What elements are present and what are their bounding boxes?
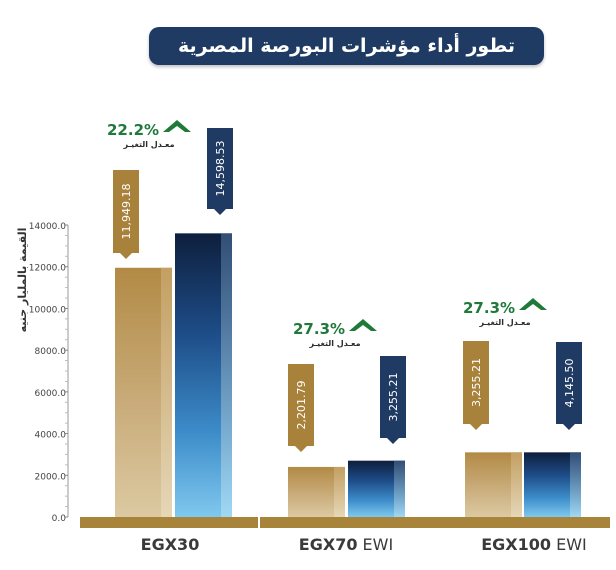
change-egx30-up-arrow-icon (163, 120, 191, 132)
label-egx30-prev-tag (113, 170, 139, 259)
label-egx30-curr: 14,598.53 (214, 141, 227, 197)
bar-egx30-curr-highlight (221, 233, 232, 518)
change-egx100-value: 27.3% (463, 299, 515, 317)
y-tick-label: 0.0 (52, 514, 67, 524)
y-tick-label: 10000.0 (29, 305, 66, 315)
y-tick-label: 12000.0 (29, 264, 66, 274)
label-egx70-curr: 3,255.21 (387, 373, 400, 422)
bar-egx70-curr-highlight (394, 460, 405, 517)
bar-egx30-prev-highlight (161, 267, 172, 517)
title-banner: تطور أداء مؤشرات البورصة المصرية (149, 27, 544, 65)
y-axis-title: القيمة بالمليار جنيه (16, 228, 29, 333)
label-egx100-prev-tag (463, 341, 489, 430)
y-tick-label: 8000.0 (35, 347, 67, 357)
change-egx30-value: 22.2% (107, 121, 159, 139)
change-egx100-up-arrow-icon (519, 298, 547, 310)
label-egx30-curr-tag (207, 128, 233, 215)
y-tick-label: 14000.0 (29, 222, 66, 232)
label-egx70-curr-tag (380, 356, 406, 444)
chart-title: تطور أداء مؤشرات البورصة المصرية (178, 35, 515, 57)
label-egx30-prev: 11,949.18 (120, 184, 133, 240)
x-label-egx100: EGX100 EWI (481, 535, 587, 554)
x-label-egx70: EGX70 EWI (299, 535, 393, 554)
label-egx100-curr-tag (556, 342, 582, 430)
change-egx30-caption: معـدل التغيـر (122, 140, 174, 149)
change-egx70-up-arrow-icon (349, 319, 377, 331)
label-egx100-prev: 3,255.21 (470, 358, 483, 407)
label-egx100-curr: 4,145.50 (563, 359, 576, 408)
label-egx70-prev: 2,201.79 (295, 381, 308, 430)
y-tick-label: 6000.0 (35, 389, 67, 399)
baseline-segment (80, 517, 258, 528)
x-label-egx30: EGX30 (141, 535, 200, 554)
label-egx70-prev-tag (288, 364, 314, 452)
change-egx100-caption: معـدل التغيـر (478, 318, 530, 327)
baseline-segment (260, 517, 610, 528)
change-egx70-caption: معـدل التغيـر (308, 339, 360, 348)
y-tick-label: 2000.0 (35, 472, 67, 482)
change-egx70-value: 27.3% (293, 320, 345, 338)
y-tick-label: 4000.0 (35, 431, 67, 441)
bar-egx100-prev-highlight (511, 452, 522, 517)
bar-egx70-prev-highlight (334, 466, 345, 517)
bar-egx100-curr-highlight (570, 452, 581, 517)
